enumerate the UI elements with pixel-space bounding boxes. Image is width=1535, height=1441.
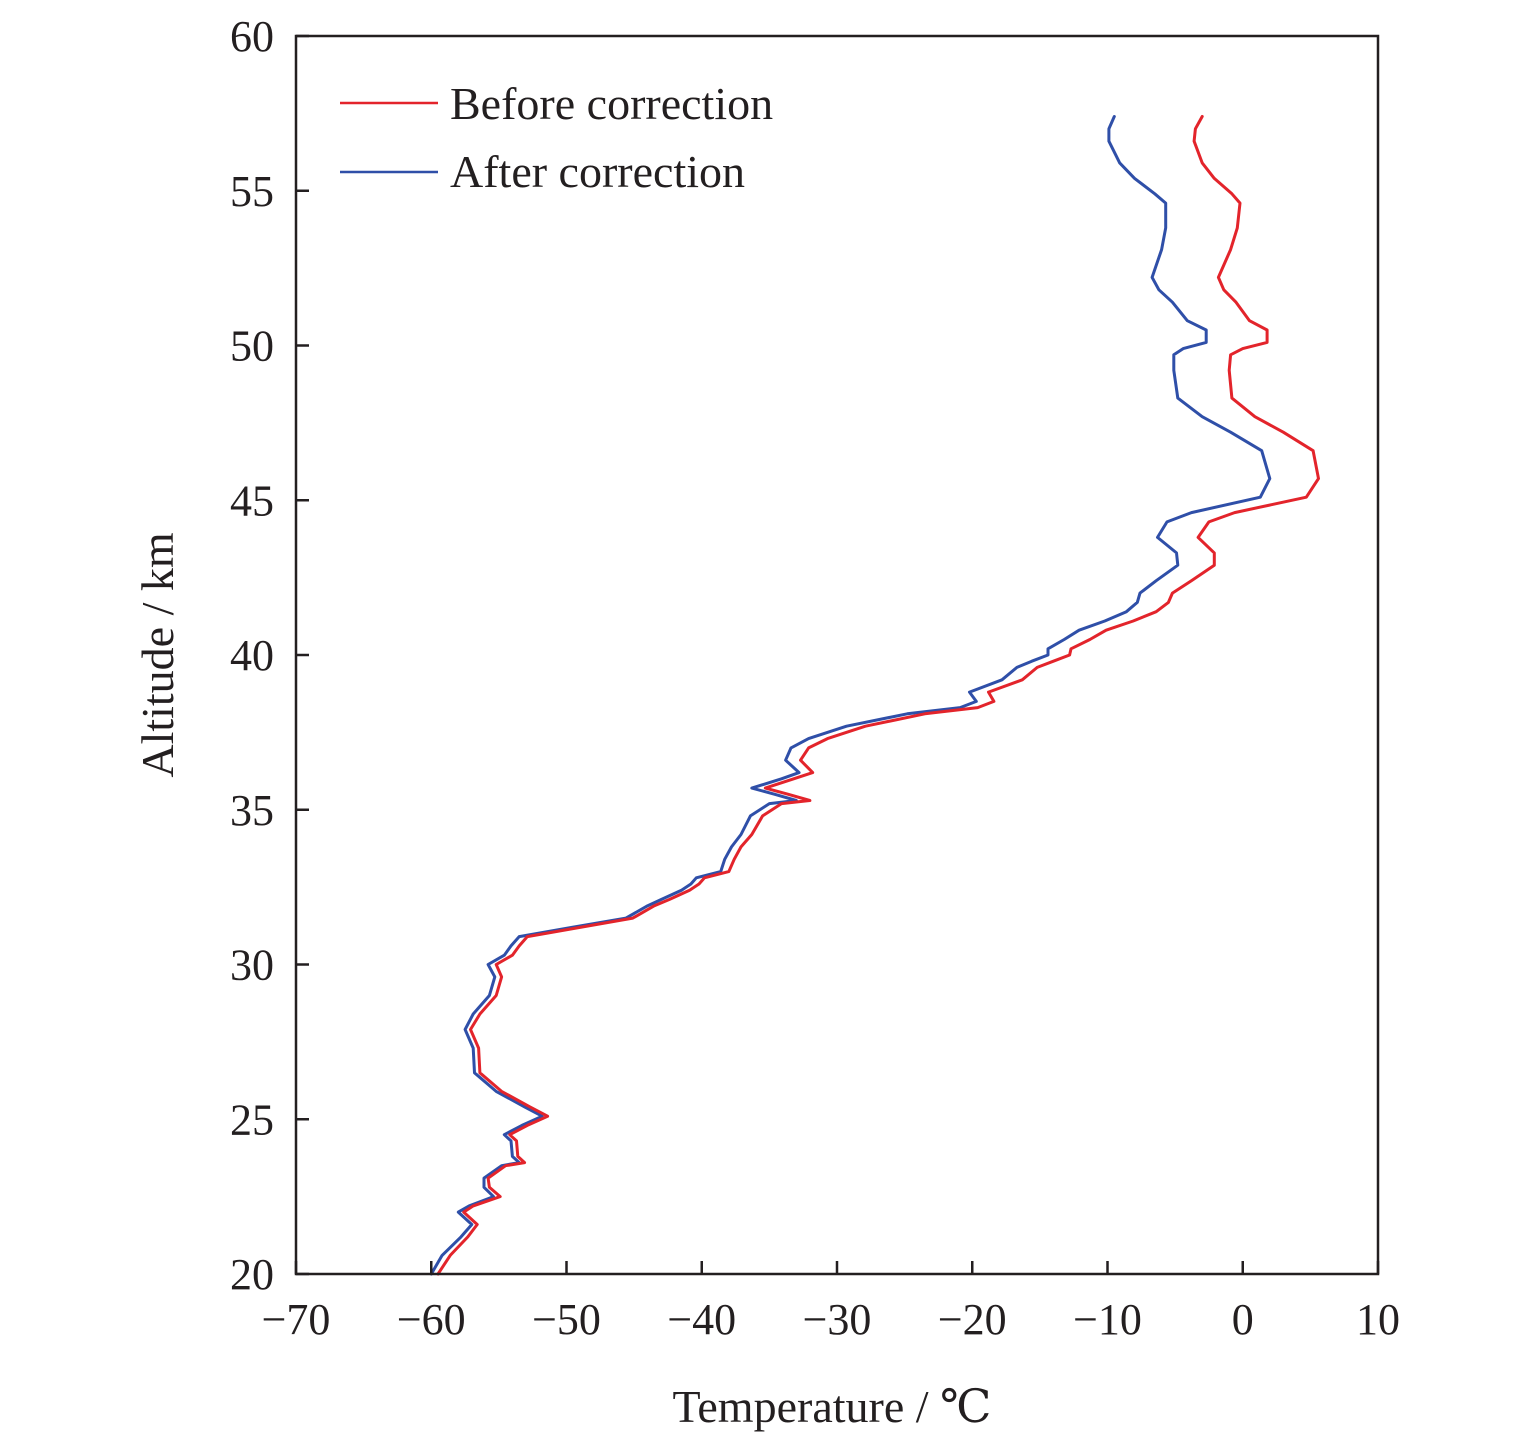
- x-tick-label: −20: [938, 1295, 1007, 1344]
- y-tick-label: 50: [230, 322, 274, 371]
- x-tick-label: 10: [1356, 1295, 1400, 1344]
- x-tick-label: −30: [803, 1295, 872, 1344]
- series-line-after-correction: [429, 115, 1272, 1276]
- x-tick-label: 0: [1232, 1295, 1254, 1344]
- y-axis-title: Altitude / km: [132, 532, 183, 778]
- x-axis-title: Temperature / ℃: [673, 1381, 992, 1432]
- x-tick-label: −10: [1073, 1295, 1142, 1344]
- y-tick-label: 40: [230, 631, 274, 680]
- legend: Before correction After correction: [340, 78, 773, 197]
- x-tick-label: −50: [532, 1295, 601, 1344]
- legend-label-after-correction: After correction: [450, 146, 745, 197]
- tick-layer: −70 −60 −50 −40 −30 −20 −10 0 10 20 25 30 35 40 45 50 55…: [230, 12, 1400, 1344]
- y-tick-label: 55: [230, 167, 274, 216]
- y-tick-label: 25: [230, 1095, 274, 1144]
- series-layer: [429, 115, 1320, 1276]
- y-tick-label: 30: [230, 941, 274, 990]
- x-tick-label: −40: [667, 1295, 736, 1344]
- series-line-before-correction: [436, 115, 1320, 1276]
- x-tick-label: −70: [262, 1295, 331, 1344]
- x-tick-label: −60: [397, 1295, 466, 1344]
- y-tick-label: 20: [230, 1250, 274, 1299]
- plot-frame: [294, 34, 1380, 1276]
- y-tick-label: 60: [230, 12, 274, 61]
- y-tick-label: 45: [230, 476, 274, 525]
- y-tick-label: 35: [230, 786, 274, 835]
- legend-label-before-correction: Before correction: [450, 78, 773, 129]
